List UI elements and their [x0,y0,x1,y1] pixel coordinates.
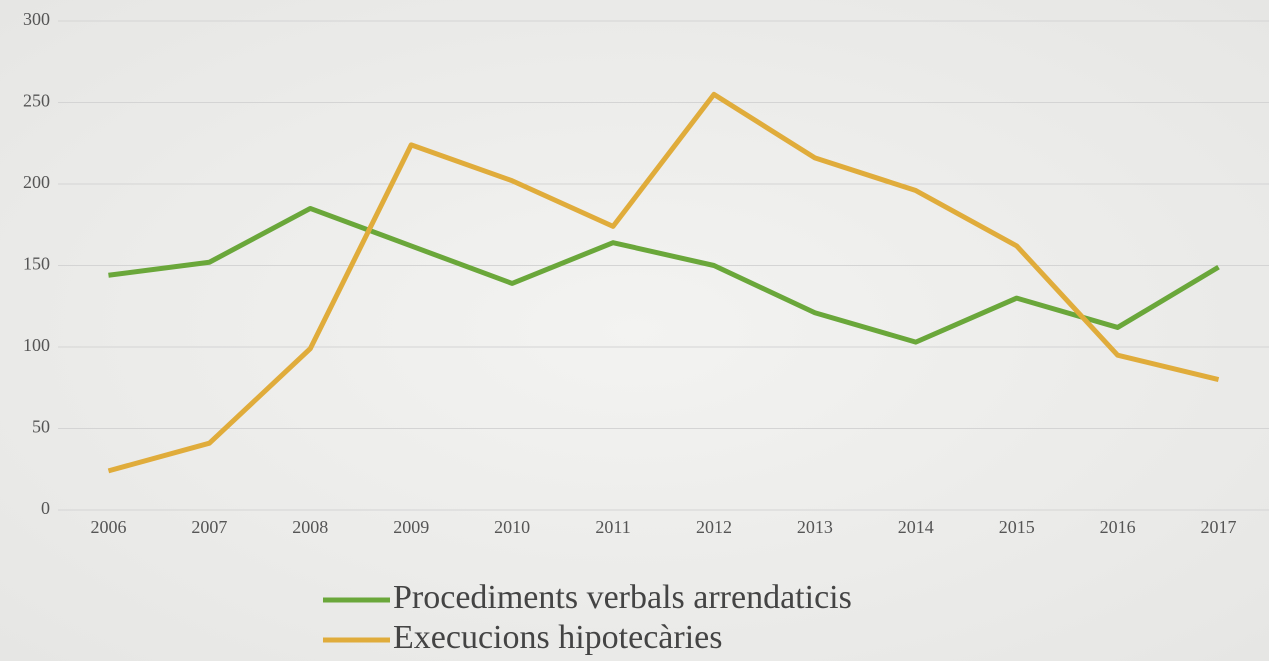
x-tick-label: 2017 [1201,517,1237,537]
y-tick-label: 50 [32,417,50,437]
legend-label: Procediments verbals arrendaticis [393,579,852,616]
y-tick-label: 250 [23,91,50,111]
x-tick-label: 2015 [999,517,1035,537]
legend-label: Execucions hipotecàries [393,619,722,656]
y-tick-label: 0 [41,498,50,518]
x-tick-label: 2014 [898,517,934,537]
y-tick-label: 300 [23,9,50,29]
y-tick-label: 100 [23,335,50,355]
x-tick-label: 2013 [797,517,833,537]
x-tick-label: 2008 [292,517,328,537]
series-line [108,205,1220,345]
x-tick-label: 2007 [191,517,227,537]
x-tick-label: 2010 [494,517,530,537]
x-tick-label: 2006 [90,517,126,537]
y-tick-label: 150 [23,254,50,274]
y-tick-label: 200 [23,172,50,192]
x-tick-label: 2012 [696,517,732,537]
x-tick-label: 2016 [1100,517,1136,537]
x-tick-label: 2009 [393,517,429,537]
series-line [107,91,1220,474]
x-tick-label: 2011 [595,517,630,537]
